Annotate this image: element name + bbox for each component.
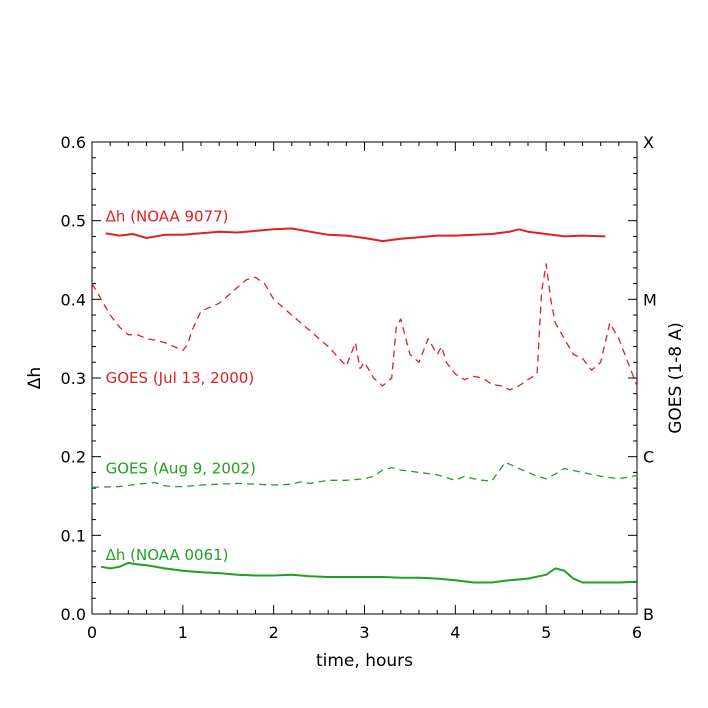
series-label-2: GOES (Jul 13, 2000) bbox=[106, 369, 255, 387]
y-axis-title: Δh bbox=[25, 367, 45, 389]
series-line-2 bbox=[91, 263, 638, 391]
series-label-3: GOES (Aug 9, 2002) bbox=[106, 459, 256, 477]
x-tick-label: 3 bbox=[359, 623, 369, 642]
x-tick-label: 6 bbox=[632, 623, 642, 642]
x-tick-label: 4 bbox=[450, 623, 460, 642]
y2-tick-label: X bbox=[643, 133, 654, 152]
y2-tick-label: B bbox=[643, 605, 654, 624]
series-label-4: Δh (NOAA 0061) bbox=[106, 546, 229, 564]
x-tick-label: 2 bbox=[269, 623, 279, 642]
series-line-1 bbox=[105, 227, 606, 243]
x-axis-title: time, hours bbox=[316, 651, 413, 671]
series-label-1: Δh (NOAA 9077) bbox=[106, 208, 229, 226]
axis-ticks bbox=[91, 141, 638, 615]
y-tick-label: 0.1 bbox=[61, 526, 86, 545]
y-tick-label: 0.4 bbox=[61, 290, 86, 309]
axis-tick-labels: 0 1 2 3 4 5 6 0.0 0.1 0.2 0.3 0.4 0.5 0.6 B C M X bbox=[61, 133, 657, 642]
x-tick-label: 1 bbox=[178, 623, 188, 642]
y-tick-label: 0.3 bbox=[61, 369, 86, 388]
y2-tick-label: M bbox=[643, 290, 657, 309]
y2-tick-label: C bbox=[643, 448, 654, 467]
series-line-4 bbox=[100, 561, 638, 584]
series-layer bbox=[91, 227, 638, 584]
y-tick-label: 0.2 bbox=[61, 448, 86, 467]
y-tick-label: 0.0 bbox=[61, 605, 86, 624]
y2-axis-title: GOES (1-8 A) bbox=[666, 322, 686, 434]
x-tick-label: 0 bbox=[87, 623, 97, 642]
series-annotations: Δh (NOAA 9077) GOES (Jul 13, 2000) GOES (A… bbox=[106, 208, 256, 564]
y-tick-label: 0.6 bbox=[61, 133, 86, 152]
y-tick-label: 0.5 bbox=[61, 212, 86, 231]
series-line-3 bbox=[91, 461, 638, 488]
x-tick-label: 5 bbox=[541, 623, 551, 642]
